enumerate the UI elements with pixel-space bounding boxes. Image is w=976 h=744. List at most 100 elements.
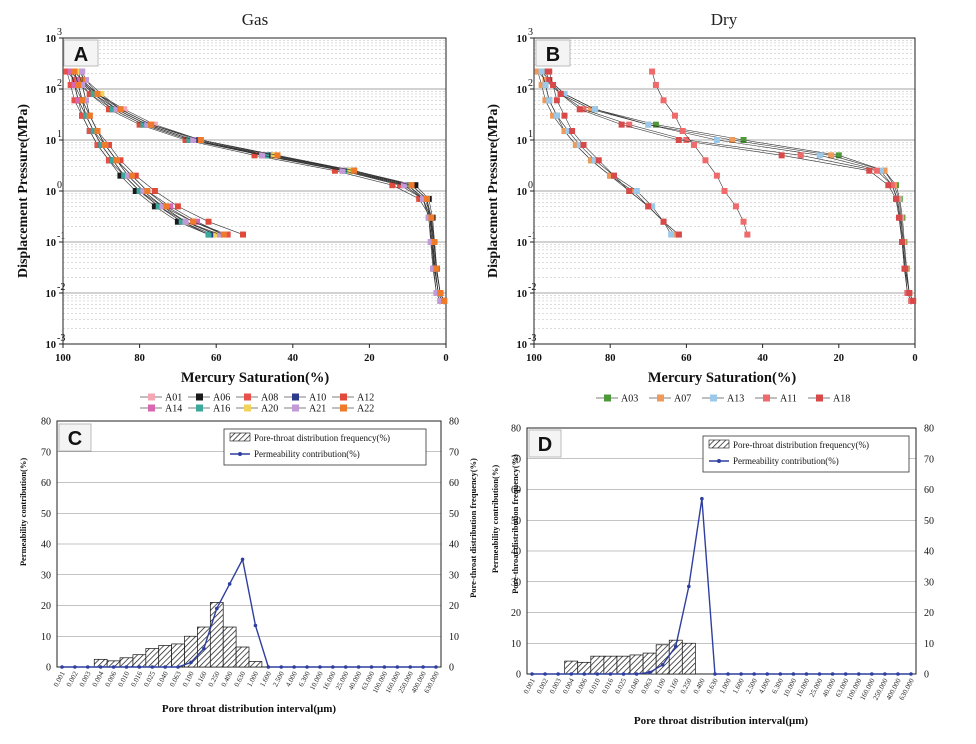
data-point-A21: [125, 172, 132, 179]
bar-0.250: [681, 642, 696, 675]
x-tick-label: 0.040: [155, 670, 170, 688]
legend-swatch-A22: [340, 404, 347, 412]
data-point-A22: [428, 214, 435, 221]
x-tick-label: 60: [211, 353, 222, 364]
series-line-A20: [78, 71, 443, 302]
data-point-A18: [595, 157, 602, 164]
y-tick-exponent: 3: [528, 27, 533, 38]
legend-swatch-A14: [148, 404, 155, 412]
data-point-A18: [561, 112, 568, 119]
x-tick-label: 0.010: [117, 670, 132, 688]
data-point-A12: [182, 137, 189, 143]
legend-label-A18: A18: [833, 394, 850, 405]
x-tick-label: 0.010: [587, 677, 602, 695]
data-point-A13: [565, 128, 572, 135]
series-line-A06: [70, 71, 445, 302]
series-line-A14: [70, 71, 445, 302]
x-tick-label: 0.160: [194, 670, 209, 688]
data-point-A16: [205, 231, 212, 238]
x-tick-label: 100: [526, 353, 542, 364]
data-point-A11: [713, 172, 720, 179]
y-tick-label: 10: [46, 136, 57, 147]
legend-swatch-A01: [148, 393, 155, 401]
data-point-A13: [633, 188, 640, 194]
data-point-A13: [553, 112, 560, 119]
legend-label-A11: A11: [780, 394, 797, 405]
data-point-A07: [671, 231, 678, 238]
data-point-A13: [816, 152, 823, 159]
panel-d-left-y-label: Permeability contribution(%): [490, 465, 500, 574]
y-tick-exponent: 0: [528, 180, 533, 191]
data-point-A07: [542, 77, 549, 84]
data-point-A18: [580, 141, 587, 148]
data-point-A11: [873, 167, 880, 174]
data-point-A10: [194, 137, 201, 143]
y-tick-exponent: 0: [57, 180, 62, 191]
panel-b-title: Dry: [711, 10, 738, 29]
data-point-A18: [906, 290, 913, 296]
data-point-A14: [194, 218, 201, 225]
data-point-A21: [400, 182, 407, 189]
legend-swatch-A07: [657, 394, 664, 402]
series-line-A21: [81, 71, 441, 302]
data-point-A08: [63, 68, 70, 75]
y-tick-exponent: -3: [57, 333, 65, 344]
line-point-250.000: [408, 665, 413, 669]
right-y-tick-label: 40: [449, 540, 459, 551]
panel-d-legend-line-label: Permeability contribution(%): [733, 456, 839, 466]
y-tick-exponent: 3: [57, 27, 62, 38]
series-line-A07: [537, 71, 914, 302]
panel-c-x-ticks: 0.0010.0020.0030.0040.0060.0100.0160.025…: [52, 670, 441, 695]
bar-0.025: [616, 655, 631, 675]
data-point-A07: [572, 141, 579, 148]
x-tick-label: 0.002: [65, 670, 80, 688]
x-tick-label: 80: [605, 353, 616, 364]
panel-a-letter: A: [74, 44, 88, 66]
bar-0.400: [222, 626, 237, 668]
x-tick-label: 0.630: [705, 677, 720, 695]
line-point-0.025: [621, 672, 626, 676]
line-point-4.000: [765, 672, 770, 676]
left-y-tick-label: 60: [41, 478, 51, 489]
y-tick-label: 10: [517, 136, 528, 147]
legend-label-A06: A06: [213, 393, 230, 404]
data-point-A13: [649, 203, 656, 210]
line-point-16.000: [331, 665, 335, 669]
line-point-250.000: [883, 672, 887, 676]
y-tick-exponent: -2: [528, 282, 536, 293]
data-point-A18: [557, 90, 564, 97]
data-point-A01: [151, 121, 158, 128]
data-point-A11: [679, 128, 686, 135]
left-y-tick-label: 0: [516, 670, 521, 681]
panel-a-title: Gas: [242, 10, 268, 29]
line-point-10.000: [791, 672, 796, 676]
data-point-A10: [266, 152, 273, 159]
data-point-A11: [580, 106, 587, 113]
left-y-tick-label: 30: [511, 577, 521, 588]
y-tick-label: 10: [517, 34, 528, 45]
line-point-0.400: [700, 496, 704, 501]
line-point-63.000: [369, 665, 374, 669]
data-point-A20: [98, 90, 105, 97]
line-point-160.000: [869, 672, 874, 676]
line-point-0.250: [214, 606, 219, 611]
panel-c-legend-line-label: Permeability contribution(%): [254, 449, 360, 459]
line-point-0.003: [556, 672, 560, 676]
data-point-A18: [892, 195, 899, 202]
data-point-A18: [910, 297, 917, 304]
x-tick-label: 0.040: [627, 677, 642, 695]
data-point-A11: [660, 97, 667, 104]
data-point-A18: [546, 77, 553, 84]
legend-swatch-A12: [340, 393, 347, 401]
data-point-A22: [144, 188, 151, 194]
data-point-A18: [553, 97, 560, 104]
line-point-25.000: [817, 672, 822, 676]
data-point-A07: [881, 167, 888, 174]
panel-d-legend-bar-swatch: [708, 439, 730, 449]
x-tick-label: 0.250: [207, 670, 222, 688]
data-point-A16: [121, 172, 128, 179]
x-tick-label: 0.160: [666, 677, 681, 695]
line-point-0.250: [687, 584, 691, 589]
data-point-A12: [389, 182, 396, 189]
data-point-A16: [178, 218, 185, 225]
